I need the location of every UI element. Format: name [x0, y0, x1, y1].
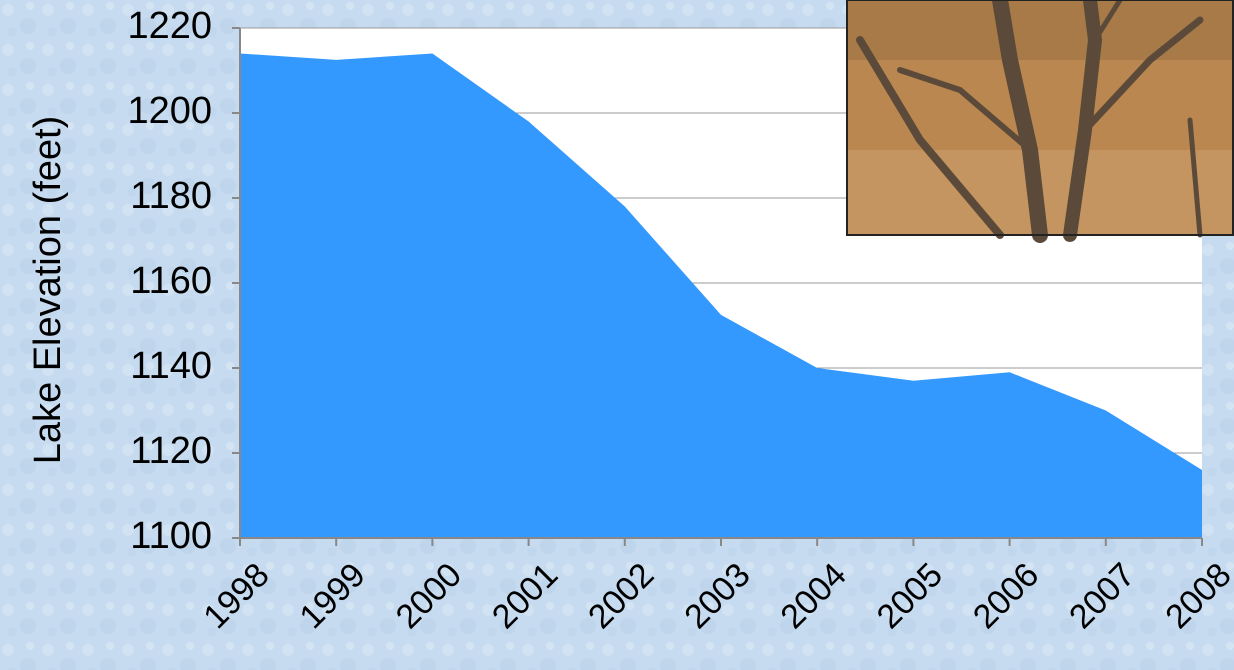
y-tick-label: 1200 — [127, 90, 212, 132]
marks — [240, 53, 1202, 538]
y-tick-label: 1180 — [130, 175, 212, 217]
photo-inset — [846, 0, 1234, 243]
y-axis-label: Lake Elevation (feet) — [27, 116, 69, 465]
y-tick-label: 1100 — [130, 515, 212, 557]
y-tick-label: 1220 — [127, 5, 212, 47]
y-tick-label: 1120 — [130, 430, 212, 472]
y-tick-label: 1160 — [130, 260, 212, 302]
y-tick-label: 1140 — [130, 345, 212, 387]
area — [240, 53, 1202, 538]
